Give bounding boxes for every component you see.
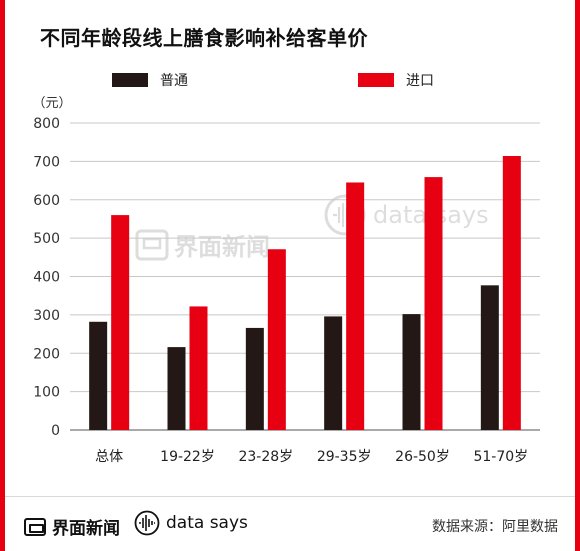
y-tick-label: 500 [33, 231, 60, 247]
watermark-text-left: 界面新闻 [174, 233, 270, 261]
y-axis-unit-label: （元） [32, 96, 71, 111]
watermark-logo-inner [142, 237, 162, 250]
brand-data-says-text: data says [166, 513, 248, 533]
bar-regular [89, 321, 108, 430]
x-tick-label: 23-28岁 [238, 449, 293, 465]
data-says-wave-icon [134, 510, 160, 536]
footer: 界面新闻 data says 数据来源：阿里数据 [0, 497, 580, 551]
footer-divider [5, 496, 575, 497]
legend-label-imported: 进口 [406, 73, 434, 89]
x-tick-label: 29-35岁 [317, 449, 372, 465]
x-tick-label: 51-70岁 [473, 449, 528, 465]
y-tick-label: 400 [33, 270, 60, 286]
brand-jiemian-text: 界面新闻 [52, 519, 120, 539]
legend-item-regular: 普通 [112, 70, 188, 90]
bar-regular [402, 314, 421, 430]
y-tick-label: 200 [33, 346, 60, 362]
bar-imported [189, 306, 208, 430]
bar-imported [424, 177, 443, 430]
legend-item-imported: 进口 [358, 70, 434, 90]
bar-imported [346, 182, 365, 430]
legend-swatch-regular [112, 73, 148, 87]
bar-imported [267, 249, 286, 430]
x-tick-label: 19-22岁 [160, 449, 215, 465]
y-tick-label: 700 [33, 154, 60, 170]
legend-swatch-imported [358, 73, 394, 87]
bar-chart: 界面新闻 data says （元）0100200300400500600700… [32, 96, 540, 465]
watermark-logo-icon [135, 229, 169, 261]
brand-jiemian: 界面新闻 [24, 514, 120, 539]
left-red-edge [0, 0, 5, 551]
jiemian-logo-icon [24, 517, 46, 536]
legend-label-regular: 普通 [160, 73, 188, 89]
y-tick-label: 300 [33, 308, 60, 324]
y-tick-label: 800 [33, 116, 60, 132]
bar-imported [502, 156, 521, 430]
bar-regular [324, 316, 343, 430]
bar-regular [167, 347, 186, 430]
y-tick-label: 600 [33, 193, 60, 209]
x-tick-label: 总体 [95, 449, 123, 465]
right-red-edge [575, 0, 580, 551]
y-tick-label: 0 [51, 423, 60, 439]
chart-title: 不同年龄段线上膳食影响补给客单价 [40, 26, 368, 50]
x-tick-label: 26-50岁 [395, 449, 450, 465]
brand-data-says: data says [134, 510, 248, 536]
y-tick-label: 100 [33, 385, 60, 401]
bar-regular [480, 285, 499, 430]
bar-imported [111, 215, 130, 430]
bar-regular [245, 327, 264, 430]
data-source: 数据来源：阿里数据 [432, 519, 558, 535]
